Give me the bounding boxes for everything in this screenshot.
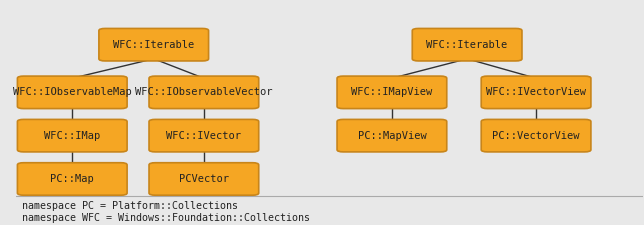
FancyBboxPatch shape [149, 119, 259, 152]
Text: WFC::IMap: WFC::IMap [44, 131, 100, 141]
Text: WFC::Iterable: WFC::Iterable [113, 40, 194, 50]
Text: PC::VectorView: PC::VectorView [492, 131, 580, 141]
FancyBboxPatch shape [481, 119, 591, 152]
FancyBboxPatch shape [481, 76, 591, 109]
FancyBboxPatch shape [149, 76, 259, 109]
FancyBboxPatch shape [337, 119, 447, 152]
FancyBboxPatch shape [337, 76, 447, 109]
Text: namespace PC = Platform::Collections: namespace PC = Platform::Collections [22, 201, 238, 211]
Text: WFC::IVector: WFC::IVector [166, 131, 242, 141]
Text: PC::Map: PC::Map [50, 174, 94, 184]
FancyBboxPatch shape [412, 28, 522, 61]
FancyBboxPatch shape [17, 119, 127, 152]
FancyBboxPatch shape [17, 76, 127, 109]
Text: PC::MapView: PC::MapView [357, 131, 426, 141]
Text: PCVector: PCVector [179, 174, 229, 184]
FancyBboxPatch shape [17, 163, 127, 195]
FancyBboxPatch shape [99, 28, 209, 61]
Text: WFC::IVectorView: WFC::IVectorView [486, 87, 586, 97]
Text: WFC::IMapView: WFC::IMapView [351, 87, 433, 97]
Text: WFC::IObservableMap: WFC::IObservableMap [13, 87, 131, 97]
Text: WFC::Iterable: WFC::Iterable [426, 40, 507, 50]
Text: WFC::IObservableVector: WFC::IObservableVector [135, 87, 272, 97]
FancyBboxPatch shape [149, 163, 259, 195]
Text: namespace WFC = Windows::Foundation::Collections: namespace WFC = Windows::Foundation::Col… [22, 213, 310, 223]
